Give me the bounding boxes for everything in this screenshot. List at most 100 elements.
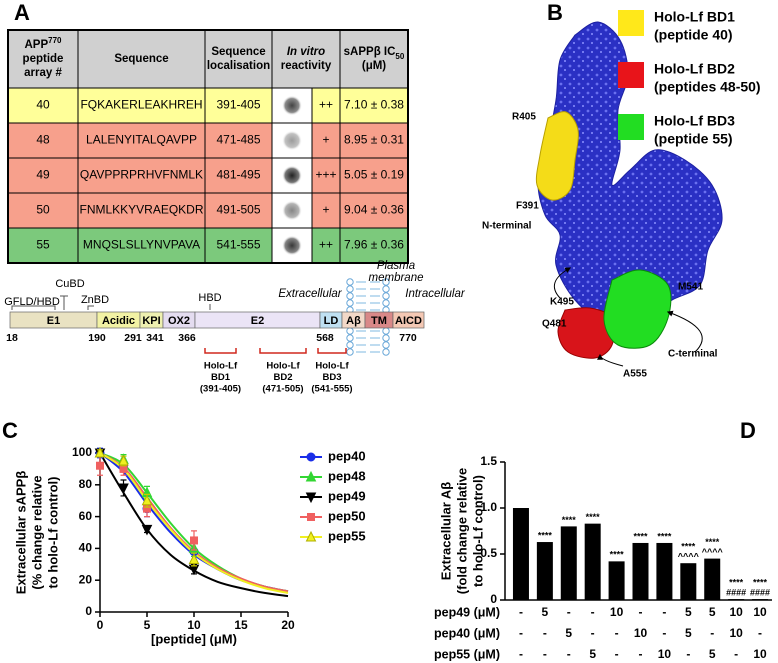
residue-number: 341 [146, 332, 164, 344]
bd2-surface [557, 307, 615, 359]
dot-blot [282, 165, 302, 186]
table-border [7, 29, 409, 264]
bar [752, 599, 769, 601]
bar [560, 526, 577, 600]
x-tick-label: 15 [234, 618, 248, 632]
site-label: GFLD/HBD [4, 296, 60, 308]
x-tick-label: 5 [144, 618, 151, 632]
x-tick-label: 0 [97, 618, 104, 632]
site-bracket [87, 305, 94, 310]
condition-cell: 10 [610, 605, 624, 619]
domain-label: OX2 [168, 315, 190, 327]
legend-marker [306, 452, 316, 462]
structure-label: K495 [550, 297, 574, 308]
condition-cell: 5 [685, 626, 692, 640]
legend-swatch [618, 62, 644, 88]
dot-blot [282, 235, 302, 256]
residue-number: 291 [124, 332, 142, 344]
significance: **** [538, 530, 553, 540]
structure-label: Q481 [542, 319, 567, 330]
site-label: CuBD [55, 278, 84, 290]
lipid-head [346, 327, 354, 335]
table-row [8, 158, 408, 193]
y-tick-label: 60 [79, 509, 93, 523]
significance: **** [633, 531, 648, 541]
legend-marker [305, 470, 317, 482]
bd-label: Holo-Lf [204, 361, 238, 372]
header-text: APP [24, 39, 48, 51]
structure-label: R405 [512, 112, 536, 123]
legend-swatch [618, 114, 644, 140]
y-axis-label: Extracellular sAPPβ [13, 471, 28, 595]
cell: 471-485 [216, 133, 260, 147]
cell: 48 [36, 133, 50, 147]
header-text: In vitro [287, 46, 325, 58]
y-tick-label: 40 [79, 541, 93, 555]
cell: 50 [36, 203, 50, 217]
condition-cell: - [543, 626, 547, 640]
bd-label: (391-405) [200, 384, 241, 395]
cell: FNMLKKYVRAEQKDR [79, 203, 203, 217]
membrane-label: Plasma [377, 260, 415, 272]
y-tick-label: 20 [79, 572, 93, 586]
legend-label: pep55 [328, 528, 366, 543]
residue-number: 770 [399, 332, 417, 344]
residue-number: 366 [178, 332, 196, 344]
bd1-surface [535, 111, 579, 201]
cell: 40 [36, 98, 50, 112]
condition-cell: 5 [685, 605, 692, 619]
condition-cell: 5 [709, 605, 716, 619]
condition-cell: - [615, 626, 619, 640]
significance: #### [726, 587, 746, 597]
lipid-head [346, 299, 354, 307]
table-row [8, 123, 408, 158]
arrow [553, 267, 572, 299]
structure-label: A555 [623, 369, 647, 380]
legend-label: Holo-Lf BD3 [654, 113, 735, 129]
table-header: peptide [23, 53, 64, 65]
condition-cell: 10 [634, 626, 648, 640]
cell: 491-505 [216, 203, 260, 217]
table-header: APP770 [24, 36, 62, 51]
cell: LALENYITALQAVPP [86, 133, 197, 147]
condition-label: pep55 (μM) [434, 647, 500, 661]
significance: #### [750, 587, 770, 597]
condition-cell: - [710, 626, 714, 640]
condition-cell: 10 [753, 605, 767, 619]
cell: QAVPPRPRHVFNMLK [80, 168, 203, 182]
domain-segment [392, 311, 425, 329]
bd-bracket [259, 348, 307, 354]
significance: ^^^^ [702, 547, 724, 557]
domain-label: E2 [251, 315, 264, 327]
condition-cell: 5 [589, 647, 596, 661]
condition-cell: - [519, 647, 523, 661]
lipid-head [382, 299, 390, 307]
bar [632, 542, 649, 600]
domain-label: Aβ [346, 315, 361, 327]
condition-cell: - [519, 626, 523, 640]
y-axis-label: to holo-Lf control) [470, 475, 485, 587]
cell: FQKAKERLEAKHREH [80, 98, 202, 112]
cell: ++ [319, 98, 333, 112]
condition-label: pep40 (μM) [434, 626, 500, 640]
site-label: ZnBD [81, 294, 109, 306]
legend-label: (peptide 40) [654, 27, 733, 43]
condition-cell: - [662, 605, 666, 619]
cell: 5.05 ± 0.19 [344, 168, 404, 182]
legend-label: pep48 [328, 468, 366, 483]
structure-label: F391 [516, 201, 539, 212]
lipid-head [346, 348, 354, 356]
residue-number: 190 [88, 332, 106, 344]
data-point [119, 464, 128, 473]
dot-blot [282, 95, 302, 116]
significance: **** [610, 550, 625, 560]
bd-label: BD2 [273, 372, 292, 383]
structure-label: N-terminal [482, 221, 532, 232]
table-header: (μM) [362, 60, 386, 72]
bd-label: (541-555) [311, 384, 352, 395]
legend-label: Holo-Lf BD1 [654, 9, 735, 25]
significance: **** [729, 577, 744, 587]
data-point [118, 483, 129, 495]
cell: 391-405 [216, 98, 260, 112]
structure-label: C-terminal [668, 349, 718, 360]
